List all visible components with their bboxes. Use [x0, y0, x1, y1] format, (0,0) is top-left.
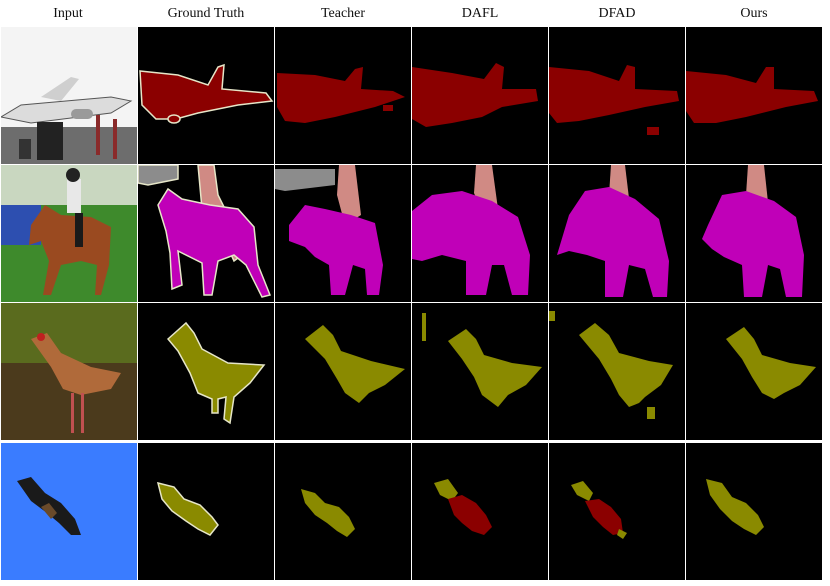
teacher-mask-horse [275, 165, 411, 302]
gt-mask-airplane [138, 27, 274, 164]
header-input: Input [53, 6, 83, 21]
teacher-mask-bird [275, 303, 411, 440]
teacher-mask-eagle [275, 443, 411, 580]
header-teacher: Teacher [320, 6, 366, 21]
dafl-mask-airplane [412, 27, 548, 164]
header-ours: Ours [740, 6, 768, 21]
dfad-mask-eagle [549, 443, 685, 580]
dfad-mask-bird [549, 303, 685, 440]
gt-mask-horse [138, 165, 274, 302]
ours-mask-eagle [686, 443, 822, 580]
input-image-airplane [1, 27, 137, 164]
ours-mask-airplane [686, 27, 822, 164]
ours-mask-horse [686, 165, 822, 302]
gt-mask-bird [138, 303, 274, 440]
gt-mask-eagle [138, 443, 274, 580]
input-image-bird [1, 303, 137, 440]
input-image-eagle [1, 443, 137, 580]
input-image-horse [1, 165, 137, 302]
teacher-mask-airplane [275, 27, 411, 164]
header-dfad: DFAD [598, 6, 636, 21]
dafl-mask-eagle [412, 443, 548, 580]
header-dafl: DAFL [461, 6, 499, 21]
dfad-mask-airplane [549, 27, 685, 164]
header-ground-truth: Ground Truth [167, 6, 245, 21]
dafl-mask-horse [412, 165, 548, 302]
dafl-mask-bird [412, 303, 548, 440]
ours-mask-bird [686, 303, 822, 440]
dfad-mask-horse [549, 165, 685, 302]
